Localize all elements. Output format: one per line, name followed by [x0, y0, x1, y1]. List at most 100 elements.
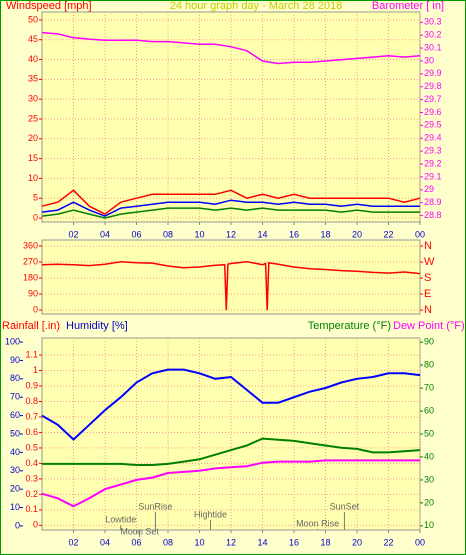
x-tick-label: 02 — [68, 537, 78, 547]
x-tick-label: 16 — [289, 229, 299, 239]
y-tick-label: N — [424, 304, 432, 316]
y-tick-label: 270 — [23, 256, 38, 266]
y-tick-label: W — [424, 256, 435, 268]
x-tick-label: 04 — [100, 229, 110, 239]
x-tick-label: 08 — [163, 537, 173, 547]
x-tick-label: 12 — [226, 537, 236, 547]
x-tick-label: 18 — [320, 229, 330, 239]
y-tick-label: 0.1 — [25, 504, 38, 514]
x-tick-label: 02 — [68, 229, 78, 239]
y-tick-label: 29.7 — [424, 94, 442, 104]
y-tick-label: 20 — [424, 497, 434, 507]
y-tick-label: 80 — [424, 359, 434, 369]
x-tick-label: 14 — [257, 537, 267, 547]
y-tick-label: 29.9 — [424, 68, 442, 78]
x-tick-label: 18 — [320, 537, 330, 547]
y-tick-label: 50 — [10, 428, 20, 438]
series-line — [41, 260, 421, 311]
x-tick-label: 20 — [352, 229, 362, 239]
x-tick-label: 22 — [383, 229, 393, 239]
annotation: Moon Set — [120, 526, 159, 536]
series-line — [41, 189, 421, 215]
y-tick-label: 30 — [10, 465, 20, 475]
x-tick-label: 06 — [131, 229, 141, 239]
x-tick-label: 04 — [100, 537, 110, 547]
y-tick-label: 60 — [10, 410, 20, 420]
y-tick-label: E — [424, 288, 431, 300]
y-tick-label: 10 — [424, 520, 434, 530]
y-tick-label: 29.8 — [424, 81, 442, 91]
y-tick-label: 40 — [10, 447, 20, 457]
y-tick-label: S — [424, 272, 431, 284]
y-tick-label: 0.2 — [25, 489, 38, 499]
y-tick-label: 0.7 — [25, 411, 38, 421]
y-tick-label: 0.9 — [25, 380, 38, 390]
x-tick-label: 00 — [415, 537, 425, 547]
annotation: Hightide — [194, 509, 227, 519]
y-tick-label: 5 — [33, 193, 38, 203]
y-tick-label: 30.2 — [424, 30, 442, 40]
x-tick-label: 10 — [194, 537, 204, 547]
y-tick-label: 10 — [28, 173, 38, 183]
y-tick-label: 50 — [424, 428, 434, 438]
y-tick-label: 20 — [10, 484, 20, 494]
chart-title: 24 hour graph day - March 28 2018 — [170, 0, 342, 12]
temperature-label: Temperature (°F) — [308, 320, 391, 332]
y-tick-label: 90 — [28, 288, 38, 298]
y-tick-label: 30 — [424, 55, 434, 65]
y-tick-label: 0 — [33, 520, 38, 530]
y-tick-label: 30 — [424, 474, 434, 484]
y-tick-label: 360 — [23, 240, 38, 250]
y-tick-label: 29.2 — [424, 158, 442, 168]
y-tick-label: 15 — [28, 153, 38, 163]
annotation: Moon Rise — [296, 518, 339, 528]
annotation: SunSet — [330, 501, 360, 511]
x-tick-label: 08 — [163, 229, 173, 239]
y-tick-label: 60 — [424, 405, 434, 415]
y-tick-label: 0 — [15, 520, 20, 530]
plot-area — [41, 239, 421, 315]
x-tick-label: 12 — [226, 229, 236, 239]
x-tick-label: 10 — [194, 229, 204, 239]
y-tick-label: 29.3 — [424, 146, 442, 156]
y-tick-label: 70 — [10, 392, 20, 402]
y-tick-label: 28.9 — [424, 197, 442, 207]
x-tick-label: 16 — [289, 537, 299, 547]
y-tick-label: 90 — [10, 355, 20, 365]
humidity-label: Humidity [%] — [66, 320, 128, 332]
rainfall-label: Rainfall [.in) — [2, 320, 60, 332]
y-tick-label: 29.4 — [424, 133, 442, 143]
y-tick-label: 30 — [28, 94, 38, 104]
y-tick-label: 10 — [10, 502, 20, 512]
y-tick-label: 0.3 — [25, 473, 38, 483]
y-tick-label: 29 — [424, 184, 434, 194]
y-tick-label: 70 — [424, 382, 434, 392]
y-tick-label: 30.3 — [424, 17, 442, 27]
y2-axis-label: Barometer [ in] — [372, 0, 444, 12]
y-tick-label: 30.1 — [424, 42, 442, 52]
y-tick-label: 0 — [33, 212, 38, 222]
y-tick-label: 1.1 — [25, 349, 38, 359]
y-tick-label: 45 — [28, 34, 38, 44]
y-tick-label: 180 — [23, 272, 38, 282]
y-tick-label: 50 — [28, 14, 38, 24]
x-tick-label: 00 — [415, 229, 425, 239]
y-axis-label: Windspeed [mph] — [6, 0, 92, 12]
y-tick-label: 25 — [28, 113, 38, 123]
y-tick-label: 100 — [5, 336, 20, 346]
x-tick-label: 22 — [383, 537, 393, 547]
y-tick-label: 0.4 — [25, 458, 38, 468]
annotation: SunRise — [138, 501, 172, 511]
series-line — [41, 459, 420, 508]
x-tick-label: 14 — [257, 229, 267, 239]
y-tick-label: 35 — [28, 74, 38, 84]
y-tick-label: 0.5 — [25, 442, 38, 452]
y-tick-label: 29.5 — [424, 120, 442, 130]
y-tick-label: 29.1 — [424, 171, 442, 181]
y-tick-label: 29.6 — [424, 107, 442, 117]
y-tick-label: 40 — [424, 451, 434, 461]
y-tick-label: 0 — [33, 304, 38, 314]
series-line — [42, 437, 421, 466]
